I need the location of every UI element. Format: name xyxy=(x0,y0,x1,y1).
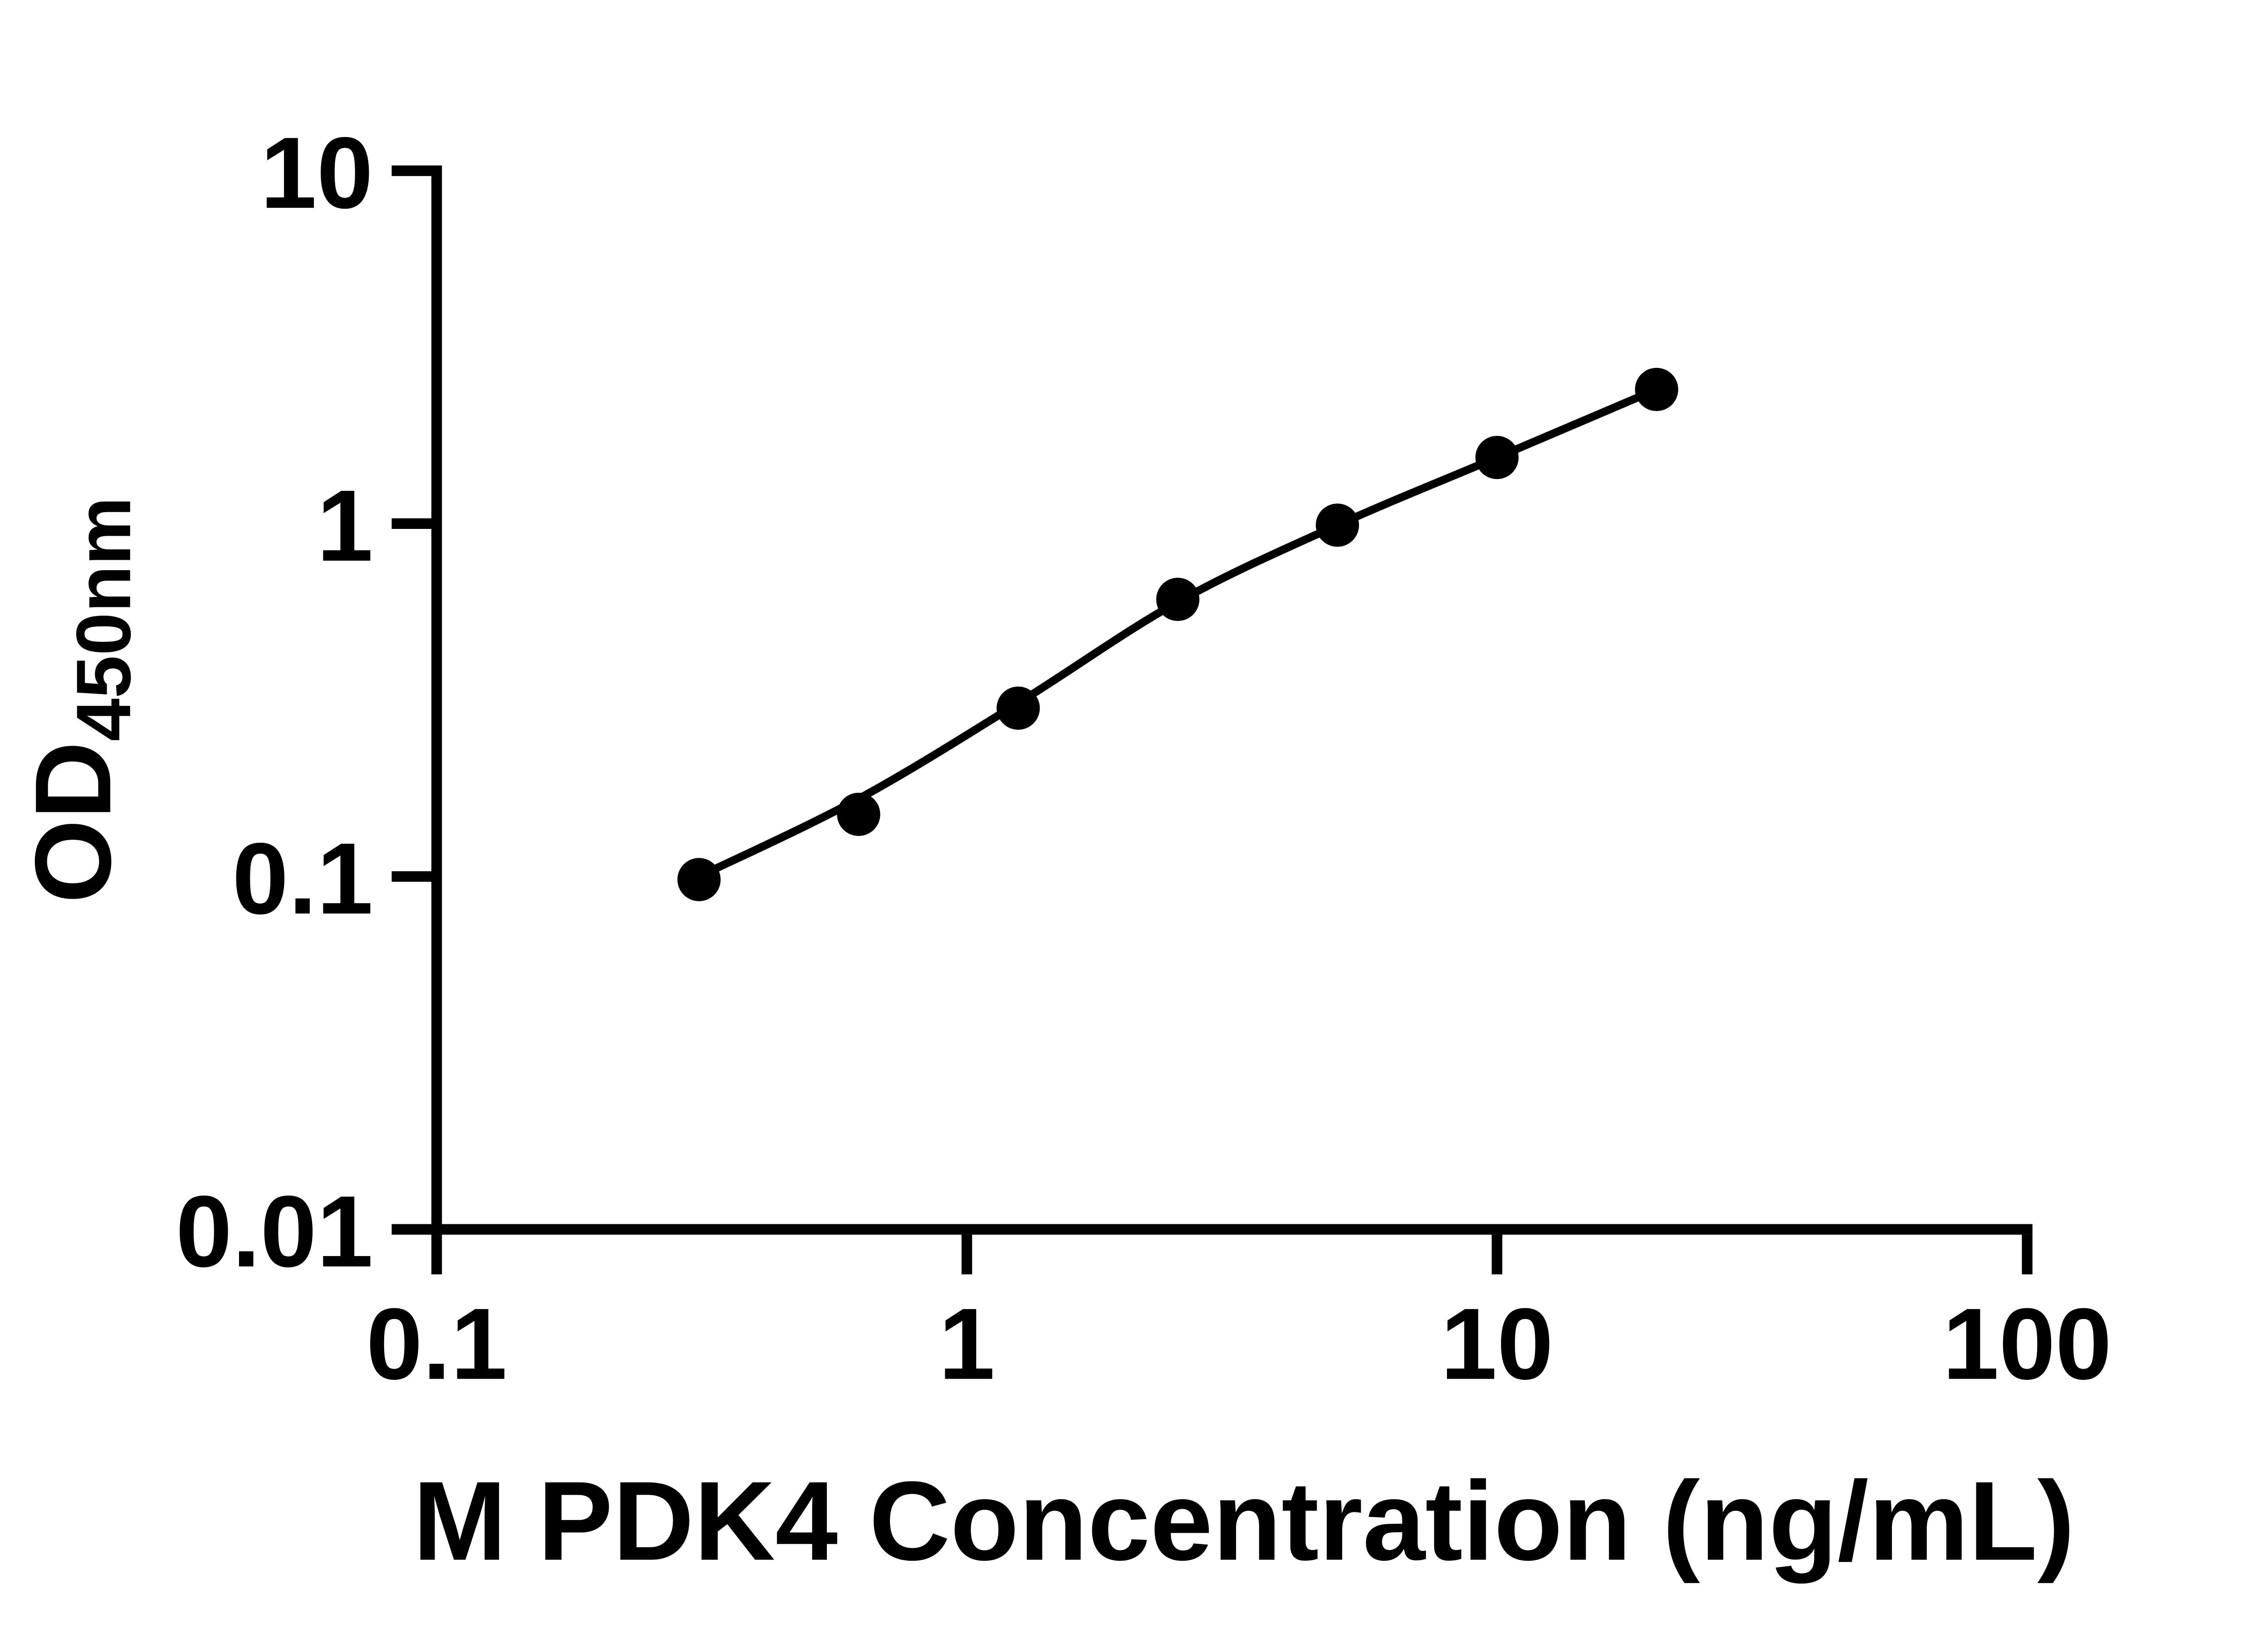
y-tick-label: 10 xyxy=(260,117,373,230)
data-point xyxy=(837,792,880,836)
y-tick-label: 0.1 xyxy=(232,822,373,935)
data-point xyxy=(1315,504,1359,547)
y-tick-label: 1 xyxy=(317,469,373,582)
y-tick-label: 0.01 xyxy=(176,1175,373,1288)
x-tick-label: 10 xyxy=(1441,1288,1554,1401)
x-axis-title: M PDK4 Concentration (ng/mL) xyxy=(413,1458,2075,1584)
y-axis-title-subscript: 450nm xyxy=(61,497,147,741)
x-tick-label: 0.1 xyxy=(366,1288,507,1401)
data-point xyxy=(677,858,721,901)
data-point xyxy=(1635,367,1678,411)
x-tick-label: 1 xyxy=(938,1288,995,1401)
y-axis-title-main: OD xyxy=(13,741,133,903)
data-point xyxy=(1475,435,1519,479)
data-point xyxy=(1156,577,1200,621)
y-axis-title: OD450nm xyxy=(13,497,147,903)
x-tick-label: 100 xyxy=(1943,1288,2112,1401)
data-point xyxy=(997,686,1040,730)
